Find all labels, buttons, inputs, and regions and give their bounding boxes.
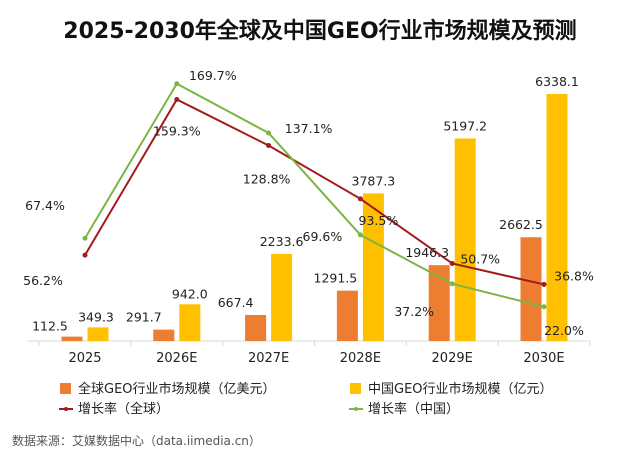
point-growth-global xyxy=(174,96,180,102)
bar-value-label: 349.3 xyxy=(78,309,114,324)
point-growth-china xyxy=(541,304,547,310)
source-note: 数据来源：艾媒数据中心（data.iimedia.cn） xyxy=(12,433,261,448)
point-growth-china xyxy=(82,235,88,241)
bar-china xyxy=(87,327,109,341)
bar-value-label: 3787.3 xyxy=(352,173,396,188)
data-labels: 112.5 291.7 667.4 1291.5 1946.3 2662.5 349.3 94… xyxy=(23,68,594,338)
point-growth-china xyxy=(357,232,363,238)
line-value-label: 50.7% xyxy=(460,251,500,266)
bars xyxy=(61,94,568,341)
bar-global xyxy=(245,314,267,341)
x-tick-label: 2026E xyxy=(156,351,197,366)
line-value-label: 22.0% xyxy=(544,323,584,338)
bar-value-label: 667.4 xyxy=(218,295,254,310)
line-value-label: 37.2% xyxy=(394,304,434,319)
line-growth-china xyxy=(84,82,545,308)
point-growth-china xyxy=(266,130,272,136)
legend-label: 增长率（中国） xyxy=(368,401,459,417)
bar-china xyxy=(179,304,201,341)
line-value-label: 159.3% xyxy=(153,123,201,138)
legend-label: 中国GEO行业市场规模（亿元） xyxy=(368,381,553,397)
legend-marker xyxy=(354,407,358,411)
line-growth-global xyxy=(84,98,545,286)
bar-global xyxy=(61,336,83,341)
line-value-label: 93.5% xyxy=(359,213,399,228)
point-growth-china xyxy=(449,281,455,287)
bar-value-label: 1291.5 xyxy=(314,271,358,286)
bar-value-label: 112.5 xyxy=(32,319,68,334)
bar-value-label: 1946.3 xyxy=(405,245,449,260)
line-value-label: 69.6% xyxy=(303,229,343,244)
line-value-label: 36.8% xyxy=(554,268,594,283)
x-tick-label: 2027E xyxy=(248,351,289,366)
point-growth-global xyxy=(266,143,272,149)
bar-value-label: 942.0 xyxy=(172,286,208,301)
legend-label: 增长率（全球） xyxy=(78,401,169,417)
x-tick-label: 2030E xyxy=(523,351,564,366)
bar-china xyxy=(546,94,568,341)
legend: 全球GEO行业市场规模（亿美元） 中国GEO行业市场规模（亿元） 增长率（全球） 增长… xyxy=(59,381,553,417)
bar-global xyxy=(520,237,542,341)
line-value-label: 56.2% xyxy=(23,273,63,288)
chart-title: 2025-2030年全球及中国GEO行业市场规模及预测 xyxy=(63,18,576,44)
point-growth-global xyxy=(82,252,88,258)
bar-global xyxy=(428,265,450,341)
line-value-label: 169.7% xyxy=(189,68,237,83)
bar-global xyxy=(336,290,358,341)
line-value-label: 128.8% xyxy=(243,172,291,187)
bar-china xyxy=(362,193,384,341)
x-tick-label: 2028E xyxy=(340,351,381,366)
point-growth-global xyxy=(357,196,363,202)
line-value-label: 67.4% xyxy=(25,198,65,213)
bar-china xyxy=(271,253,293,341)
bar-value-label: 291.7 xyxy=(126,310,162,325)
bar-global xyxy=(153,329,175,341)
bar-value-label: 5197.2 xyxy=(443,118,487,133)
bar-value-label: 6338.1 xyxy=(535,74,579,89)
x-tick-label: 2029E xyxy=(432,351,473,366)
legend-swatch xyxy=(60,383,71,394)
legend-swatch xyxy=(350,383,361,394)
bar-value-label: 2233.6 xyxy=(260,234,304,249)
x-tick-label: 2025 xyxy=(68,351,101,366)
point-growth-global xyxy=(541,281,547,287)
lines xyxy=(82,81,547,310)
legend-label: 全球GEO行业市场规模（亿美元） xyxy=(78,381,276,397)
bar-china xyxy=(454,138,476,341)
point-growth-china xyxy=(174,81,180,87)
legend-marker xyxy=(64,407,68,411)
x-axis: 2025 2026E 2027E 2028E 2029E 2030E xyxy=(28,340,591,366)
bar-value-label: 2662.5 xyxy=(499,217,543,232)
line-value-label: 137.1% xyxy=(285,121,333,136)
point-growth-global xyxy=(449,260,455,266)
